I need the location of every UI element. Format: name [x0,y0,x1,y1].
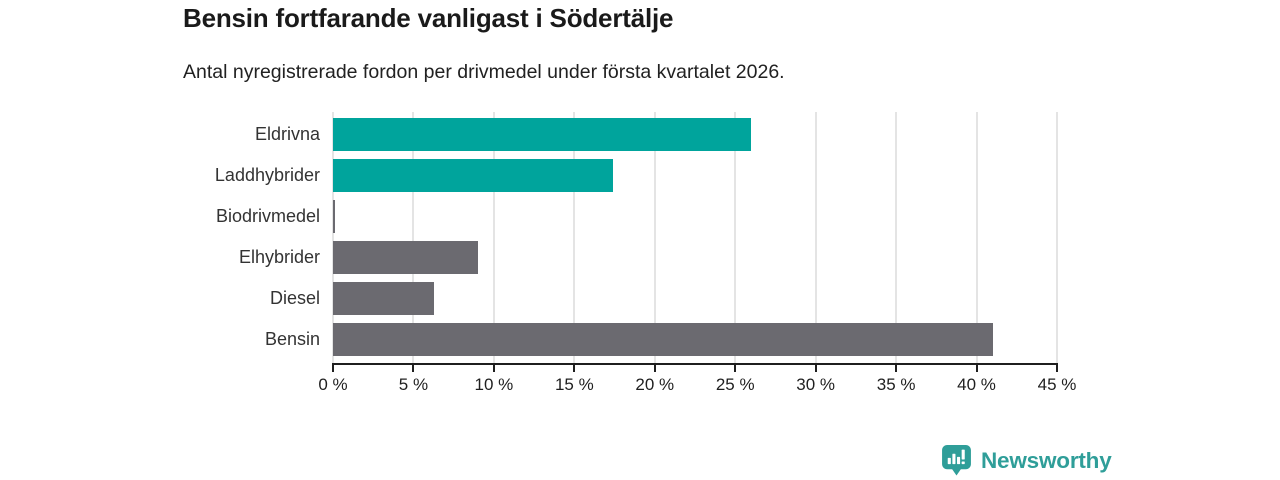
category-label-bensin: Bensin [264,329,320,349]
bar-elhybrider [333,241,478,274]
x-tick-15 [573,363,576,372]
x-axis: 0 % 5 % 10 % 15 % 20 % 25 % 30 % 35 % 40 % 45 % [318,363,1076,403]
x-tick-label-20: 20 % [635,375,675,394]
x-tick-10 [492,363,495,372]
newsworthy-wordmark: Newsworthy [981,447,1112,473]
gridline-5 [412,112,415,363]
x-tick-30 [814,363,817,372]
x-tick-40 [975,363,978,372]
bar-eldrivna [333,118,752,151]
gridline-35 [895,112,898,363]
plot-area [332,112,1058,363]
bar-series [333,114,1057,360]
category-label-diesel: Diesel [269,288,320,308]
category-label-laddhybrider: Laddhybrider [214,165,320,185]
chart-subtitle: Antal nyregistrerade fordon per drivmede… [183,61,785,83]
bar-bensin [333,323,993,356]
x-tick-label-30: 30 % [796,375,836,394]
gridline-25 [734,112,737,363]
gridline-40 [975,112,978,363]
x-tick-label-5: 5 % [398,375,429,394]
category-label-elhybrider: Elhybrider [238,247,320,267]
category-label-eldrivna: Eldrivna [254,124,320,144]
x-tick-0 [332,363,334,372]
chart-title: Bensin fortfarande vanligast i Södertälj… [183,3,674,33]
gridline-0 [332,112,334,363]
bar-laddhybrider [333,159,613,192]
gridline-10 [492,112,495,363]
x-tick-45 [1056,363,1058,372]
gridline-20 [653,112,656,363]
x-tick-25 [734,363,737,372]
x-tick-label-35: 35 % [876,375,916,394]
x-tick-label-15: 15 % [554,375,594,394]
x-tick-label-45: 45 % [1037,375,1077,394]
x-tick-5 [412,363,415,372]
x-tick-label-10: 10 % [474,375,514,394]
x-tick-label-0: 0 % [318,375,348,394]
x-tick-20 [653,363,656,372]
bar-diesel [333,282,435,315]
x-tick-label-25: 25 % [715,375,755,394]
gridline-15 [573,112,576,363]
bar-biodrivmedel [333,200,335,233]
gridline-30 [814,112,817,363]
newsworthy-bubble-chart-icon [941,444,972,477]
newsworthy-logo[interactable]: Newsworthy [941,444,1112,477]
x-tick-35 [895,363,898,372]
gridline-45 [1056,112,1058,363]
x-tick-label-40: 40 % [957,375,996,394]
category-label-biodrivmedel: Biodrivmedel [215,206,320,226]
